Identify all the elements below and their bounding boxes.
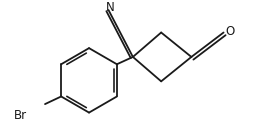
Text: O: O bbox=[226, 25, 235, 38]
Text: Br: Br bbox=[14, 109, 27, 122]
Text: N: N bbox=[106, 1, 114, 14]
